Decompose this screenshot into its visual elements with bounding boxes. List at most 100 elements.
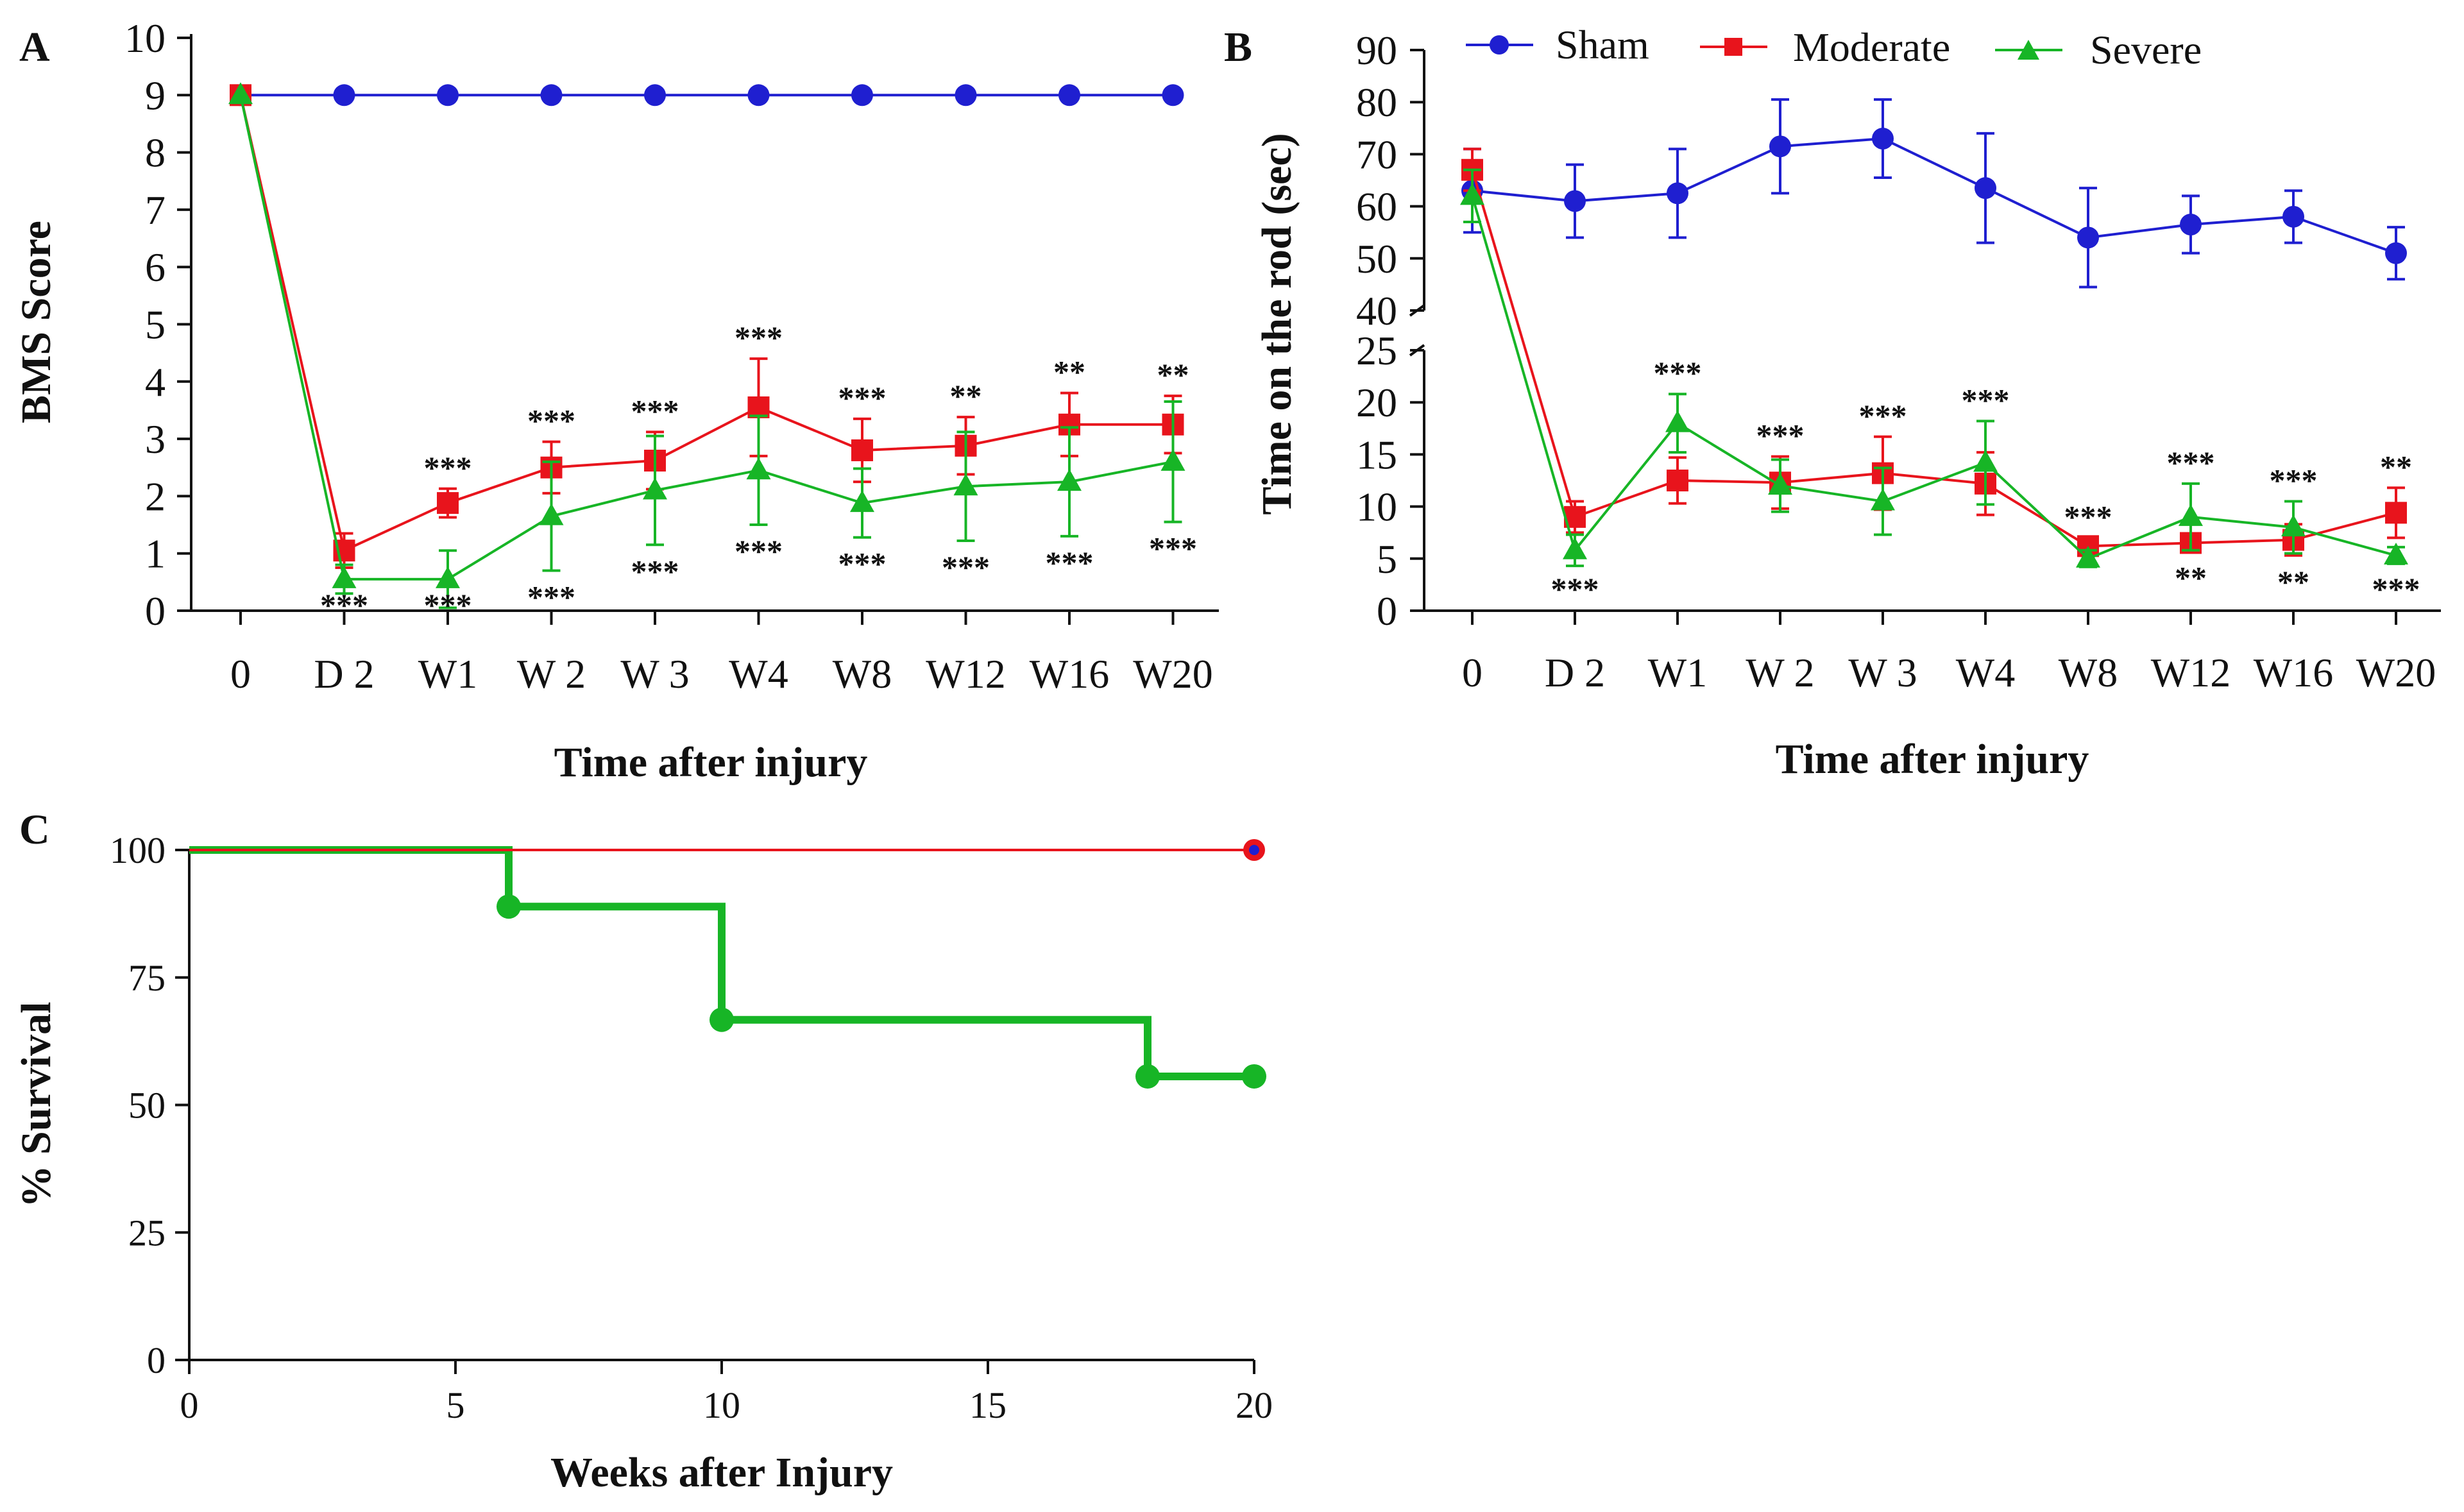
- panel-a-moderate-line: [239, 94, 1173, 553]
- panel-c-severe-point: [497, 894, 521, 919]
- panel-b: B Time on the rod (sec) Time after injur…: [1224, 22, 2441, 783]
- panel-b-significance-above: ***: [2167, 445, 2215, 480]
- panel-a-significance-above: **: [1157, 357, 1189, 393]
- panel-a-moderate-point: [437, 492, 459, 514]
- panel-b-severe-point: [1460, 183, 1484, 205]
- panel-b-significance-above: ***: [1654, 355, 1702, 391]
- panel-a-x-tick-label: W 3: [620, 651, 689, 697]
- panel-a-significance-above: **: [1053, 354, 1085, 390]
- panel-b-severe-point: [2384, 542, 2408, 565]
- panel-c-y-tick-label: 75: [128, 957, 166, 999]
- panel-a-sham-point: [644, 84, 666, 106]
- panel-b-significance-above: ***: [1756, 418, 1805, 454]
- panel-c: C % Survival Weeks after Injury 02550751…: [13, 806, 1273, 1496]
- panel-a-significance-above: ***: [424, 450, 472, 486]
- panel-a-significance-below: ***: [527, 579, 575, 615]
- panel-a-y-tick-label: 8: [145, 130, 166, 176]
- panel-b-moderate-line: [1471, 169, 2397, 548]
- panel-a-significance-above: ***: [838, 380, 887, 416]
- panel-b-y-title: Time on the rod (sec): [1253, 133, 1300, 514]
- panel-b-severe-point: [1768, 473, 1792, 495]
- panel-b-x-tick-label: W20: [2356, 650, 2436, 695]
- panel-a-y-tick-label: 1: [145, 531, 166, 577]
- panel-b-severe-point: [1665, 410, 1690, 432]
- panel-b-significance-below: **: [2277, 564, 2309, 600]
- panel-b-y-tick-label: 90: [1356, 28, 1397, 73]
- panel-a-y-title: BMS Score: [13, 221, 60, 423]
- panel-a-y-tick-label: 10: [124, 15, 166, 61]
- panel-b-x-tick-label: W8: [2059, 650, 2118, 695]
- panel-a-y-tick-label: 6: [145, 244, 166, 290]
- panel-b-severe-point: [2076, 545, 2100, 568]
- panel-c-x-tick-label: 10: [703, 1384, 740, 1426]
- panel-b-x-tick-label: D 2: [1545, 650, 1605, 695]
- panel-c-severe-point: [1242, 1064, 1266, 1089]
- panel-a-x-tick-label: W1: [418, 651, 477, 697]
- panel-a-significance-above: ***: [735, 319, 783, 355]
- panel-a-significance-below: ***: [1149, 531, 1197, 566]
- panel-b-severe-point: [1973, 450, 1998, 472]
- panel-a-sham-point: [955, 84, 977, 106]
- panel-a-y-tick-label: 2: [145, 473, 166, 519]
- panel-b-severe-line: [1471, 195, 2397, 561]
- panel-a-x-tick-label: W8: [833, 651, 892, 697]
- panel-c-y-tick-label: 50: [128, 1085, 166, 1126]
- panel-c-y-title: % Survival: [13, 1002, 60, 1208]
- panel-b-moderate-point: [2385, 502, 2407, 524]
- panel-a-y-tick-label: 9: [145, 72, 166, 118]
- panel-a-significance-above: **: [950, 378, 982, 414]
- panel-b-x-tick-label: W16: [2254, 650, 2333, 695]
- panel-b-sham-point: [2282, 205, 2304, 228]
- panel-c-y-tick-label: 25: [128, 1212, 166, 1253]
- panel-b-x-tick-label: W12: [2151, 650, 2230, 695]
- panel-b-y-tick-label: 0: [1377, 588, 1397, 634]
- panel-a-sham-point: [1058, 84, 1080, 106]
- panel-b-letter: B: [1224, 24, 1252, 71]
- panel-a-severe-point: [1057, 469, 1082, 491]
- panel-b-significance-below: **: [2175, 559, 2207, 595]
- panel-a-x-tick-label: 0: [230, 651, 251, 697]
- panel-b-y-tick-label: 60: [1356, 184, 1397, 230]
- legend-severe-marker: [2018, 40, 2039, 60]
- panel-c-severe-step-line: [189, 846, 1254, 1080]
- panel-b-x-title: Time after injury: [1776, 736, 2089, 783]
- panel-b-y-tick-label: 20: [1356, 380, 1397, 425]
- panel-c-x-tick-label: 0: [180, 1384, 199, 1426]
- panel-a-significance-below: ***: [1046, 545, 1094, 581]
- panel-b-sham-point: [2385, 242, 2407, 264]
- panel-a-severe-point: [643, 477, 667, 500]
- panel-b-y-tick-label: 5: [1377, 536, 1397, 582]
- panel-b-significance-above: ***: [2270, 462, 2318, 498]
- panel-b-sham-point: [1975, 177, 1996, 200]
- panel-a-severe-point: [228, 82, 253, 105]
- panel-a-significance-above: ***: [631, 393, 679, 429]
- panel-b-y-tick-label: 40: [1356, 288, 1397, 334]
- panel-a-severe-point: [332, 566, 357, 588]
- panel-a-significance-below: ***: [320, 587, 368, 623]
- panel-a-severe-point: [850, 490, 874, 513]
- panel-b-moderate-point: [1667, 470, 1688, 491]
- panel-c-y-tick-label: 0: [147, 1339, 166, 1381]
- panel-a-severe-point: [953, 473, 978, 496]
- panel-c-x-title: Weeks after Injury: [550, 1449, 893, 1496]
- panel-c-severe-point: [1135, 1064, 1160, 1089]
- panel-a-x-tick-label: W 2: [517, 651, 586, 697]
- legend-severe-label: Severe: [2090, 27, 2202, 72]
- panel-a-y-tick-label: 7: [145, 187, 166, 233]
- panel-a-x-tick-label: W20: [1133, 651, 1212, 697]
- panel-b-sham-line: [1472, 137, 2397, 255]
- legend-moderate-marker: [1724, 38, 1742, 56]
- legend: Sham Moderate Severe: [1466, 22, 2202, 72]
- legend-sham-label: Sham: [1556, 22, 1649, 67]
- panel-a-x-title: Time after injury: [554, 739, 868, 786]
- panel-b-x-tick-label: W4: [1956, 650, 2015, 695]
- panel-a-x-tick-label: W4: [729, 651, 788, 697]
- panel-b-sham-point: [1769, 135, 1791, 158]
- panel-a-sham-point: [540, 84, 563, 106]
- panel-a-sham-point: [333, 84, 355, 106]
- panel-b-sham-point: [2077, 226, 2099, 249]
- panel-a-significance-below: ***: [424, 587, 472, 623]
- panel-a-x-tick-label: D 2: [314, 651, 374, 697]
- panel-a-letter: A: [19, 24, 50, 71]
